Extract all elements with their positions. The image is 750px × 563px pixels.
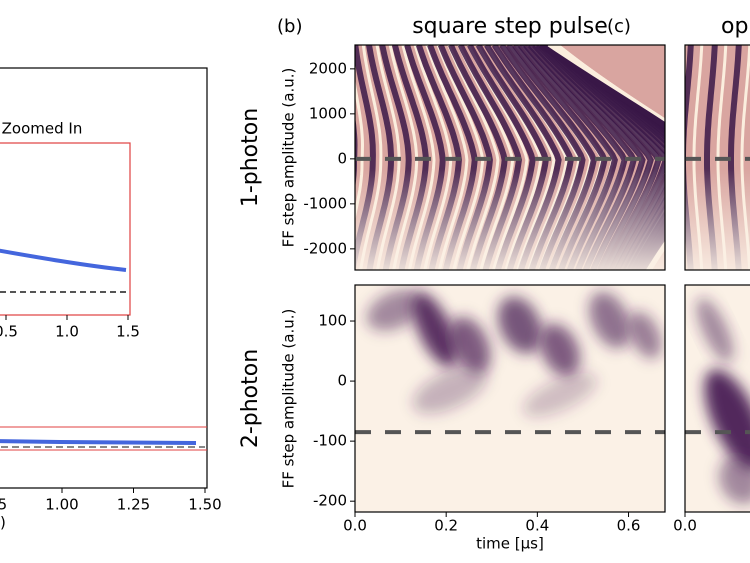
- intensity-blob: [497, 296, 543, 354]
- x-tick-label: 1.0: [55, 323, 79, 341]
- series-line: [0, 439, 197, 445]
- row-label: 1-photon: [238, 108, 263, 207]
- y-tick-label: 2000: [309, 59, 347, 77]
- y-tick-label: -1000: [303, 194, 347, 212]
- heatmap: [685, 285, 750, 512]
- plot-frame: [354, 284, 666, 513]
- x-axis-label: time [μs]: [476, 535, 544, 553]
- y-tick-label: -100: [313, 432, 347, 450]
- intensity-blob: [523, 373, 597, 417]
- plot-frame: [354, 44, 666, 271]
- fringe-light: [670, 45, 678, 270]
- y-tick-label: -200: [313, 492, 347, 510]
- x-tick-label: 1.5: [116, 323, 140, 341]
- plot-frame: [0, 67, 208, 489]
- intensity-blob: [696, 297, 734, 363]
- inset-frame: [0, 142, 131, 316]
- panel-label: (b): [277, 16, 302, 37]
- intensity-blob: [628, 311, 662, 359]
- intensity-blob: [704, 369, 750, 471]
- intensity-blob: [412, 293, 458, 367]
- intensity-blob: [412, 366, 488, 414]
- x-tick-label: 1.00: [45, 496, 78, 514]
- intensity-blob: [589, 291, 631, 349]
- y-tick-label: 0: [337, 372, 347, 390]
- chart-title: op: [721, 14, 748, 39]
- x-tick-label: 0.0: [673, 517, 697, 535]
- x-tick-label: 0.0: [343, 517, 367, 535]
- x-tick-label: 0.6: [617, 517, 641, 535]
- y-tick-label: -2000: [303, 239, 347, 257]
- y-axis-label: FF step amplitude (a.u.): [280, 68, 298, 248]
- row-label: 2-photon: [238, 349, 263, 448]
- heatmap: [355, 285, 665, 512]
- x-tick-label: 0.5: [0, 323, 18, 341]
- intensity-blob: [449, 316, 491, 374]
- intensity-blob: [539, 323, 581, 377]
- intensity-blob: [366, 289, 424, 331]
- y-tick-label: 1000: [309, 104, 347, 122]
- y-tick-label: 0: [337, 149, 347, 167]
- plot-frame: [684, 284, 750, 513]
- panel-label: (c): [607, 16, 631, 37]
- inset-title: Zoomed In: [2, 120, 83, 138]
- x-tick-label: 0.2: [434, 517, 458, 535]
- plot-frame: [684, 44, 750, 271]
- intensity-blob: [719, 455, 750, 505]
- series-line: [0, 248, 127, 272]
- x-tick-label: 0.75: [0, 496, 7, 514]
- y-tick-label: 100: [318, 312, 347, 330]
- x-tick-label: 1.25: [117, 496, 150, 514]
- chart-title: square step pulse: [412, 14, 608, 39]
- x-tick-label: 0.4: [525, 517, 549, 535]
- x-axis-label: time (μs): [0, 514, 6, 532]
- x-tick-label: 1.50: [188, 496, 221, 514]
- y-axis-label: FF step amplitude (a.u.): [280, 309, 298, 489]
